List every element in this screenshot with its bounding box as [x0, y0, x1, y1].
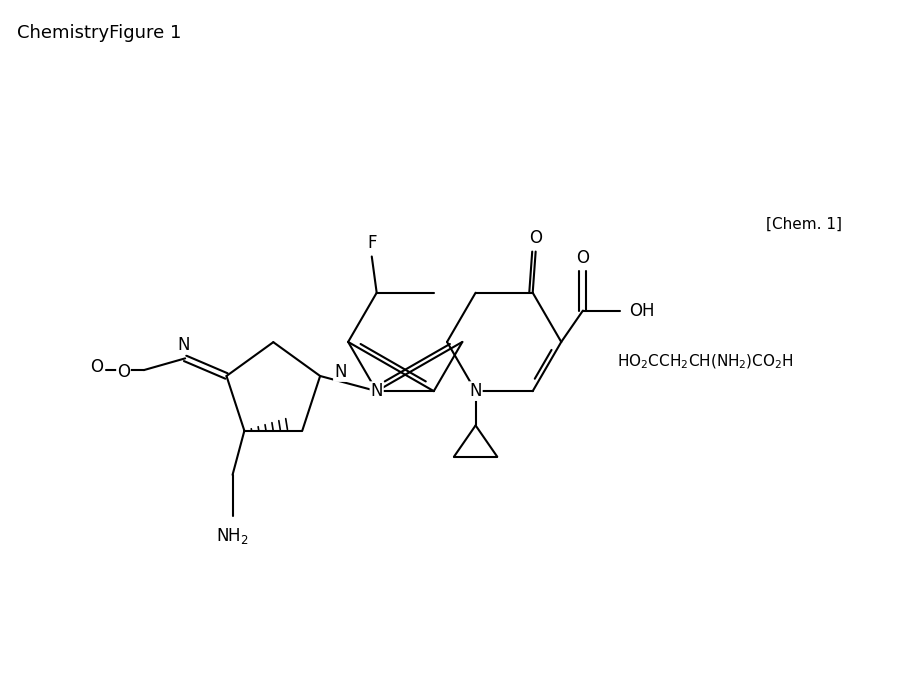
Text: ChemistryFigure 1: ChemistryFigure 1: [17, 24, 181, 41]
Text: [Chem. 1]: [Chem. 1]: [767, 217, 842, 232]
Text: HO$_2$CCH$_2$CH(NH$_2$)CO$_2$H: HO$_2$CCH$_2$CH(NH$_2$)CO$_2$H: [617, 352, 794, 371]
Text: O: O: [90, 358, 103, 376]
Text: N: N: [334, 363, 346, 381]
Text: N: N: [177, 336, 189, 353]
Text: O: O: [576, 248, 590, 267]
Text: OH: OH: [629, 301, 654, 320]
Text: O: O: [117, 363, 130, 381]
Text: F: F: [367, 234, 376, 252]
Text: NH$_2$: NH$_2$: [216, 525, 249, 546]
Text: O: O: [529, 229, 542, 247]
Text: N: N: [469, 382, 482, 400]
Text: N: N: [371, 382, 382, 400]
